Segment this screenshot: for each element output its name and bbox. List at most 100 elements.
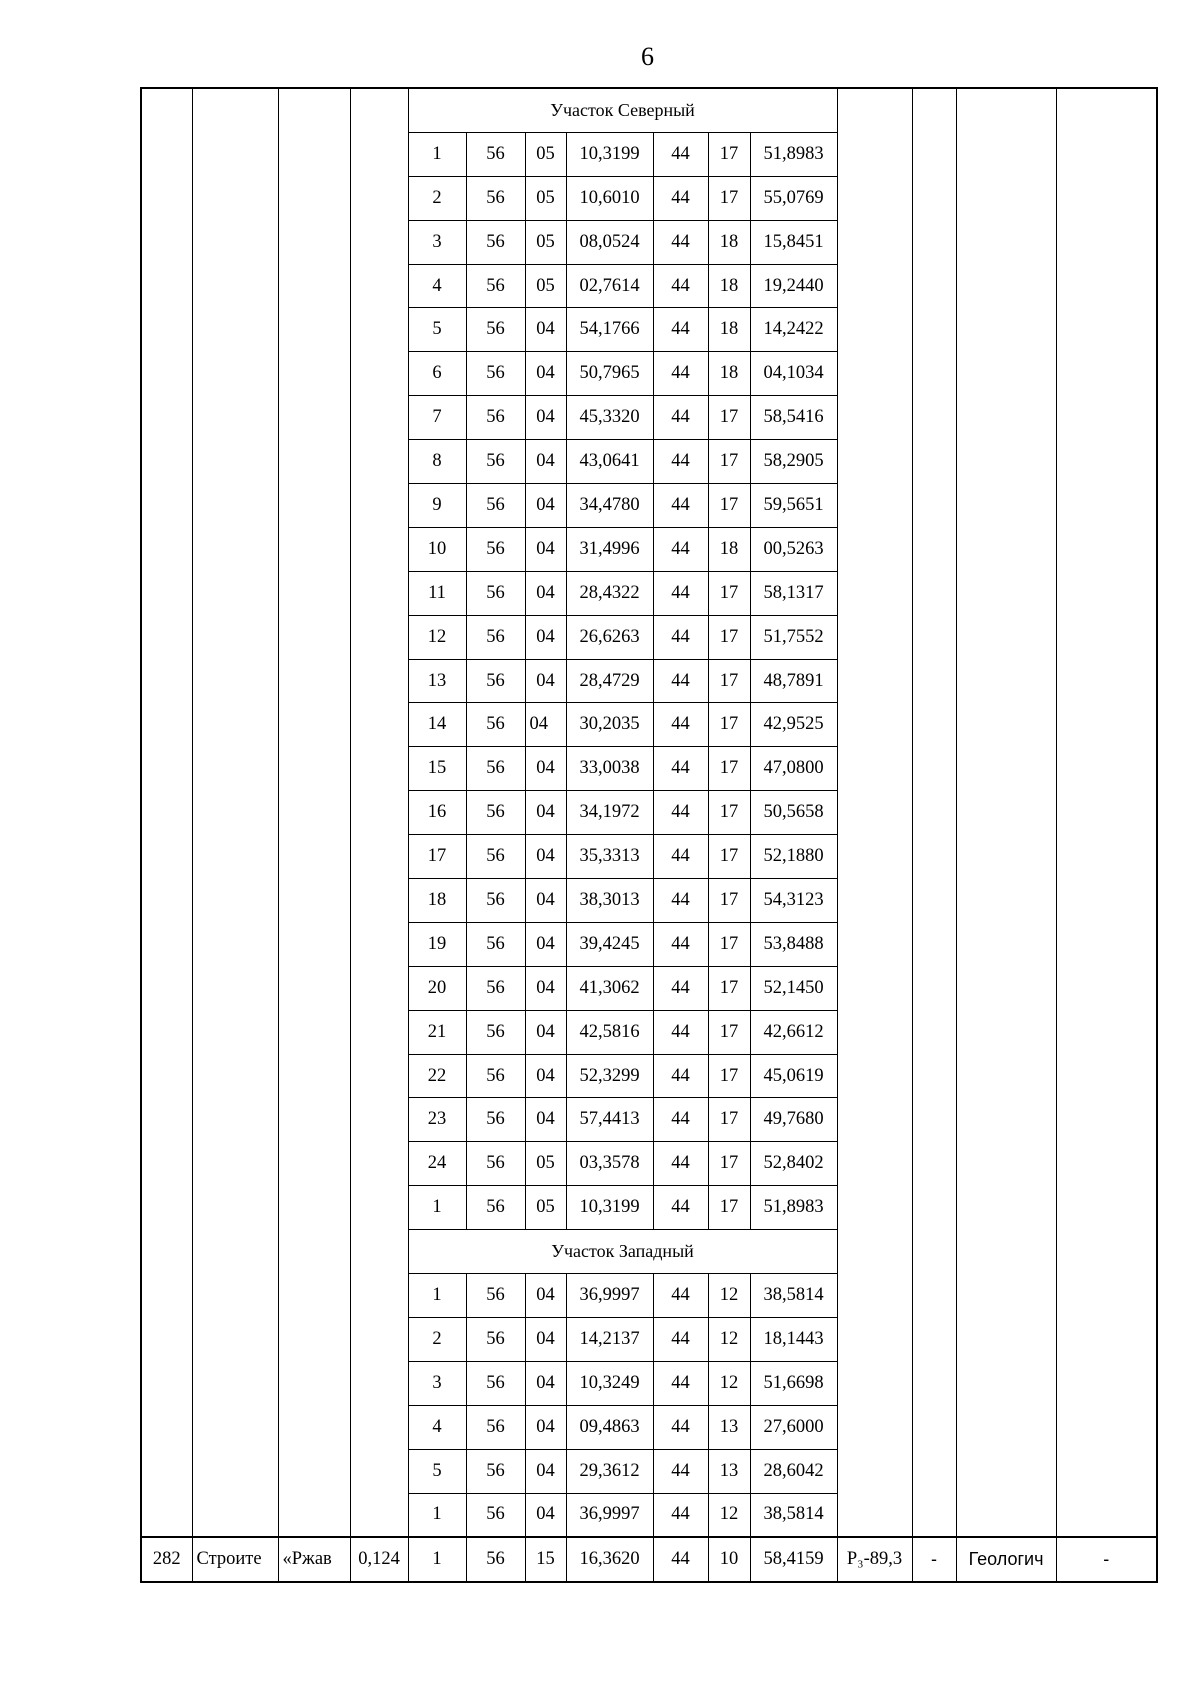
table-cell: 51,8983 bbox=[749, 131, 838, 177]
table-cell: 04 bbox=[524, 439, 567, 485]
table-row: 20 56 04 41,3062 44 17 52,1450 bbox=[141, 965, 1157, 1011]
table-cell: 15 bbox=[407, 746, 467, 792]
table-cell: 52,3299 bbox=[565, 1053, 654, 1099]
table-row: 6 56 04 50,7965 44 18 04,1034 bbox=[141, 351, 1157, 397]
table-cell: 56 bbox=[465, 658, 526, 704]
table-cell: 44 bbox=[652, 1141, 709, 1187]
table-cell: 27,6000 bbox=[749, 1404, 838, 1450]
table-cell: 56 bbox=[465, 175, 526, 221]
table-cell: 10,6010 bbox=[565, 175, 654, 221]
table-cell: 44 bbox=[652, 1404, 709, 1450]
table-cell: 12 bbox=[707, 1273, 751, 1318]
empty-cell bbox=[1055, 87, 1158, 1538]
table-cell: 44 bbox=[652, 175, 709, 221]
table-cell: 56 bbox=[465, 307, 526, 353]
table-cell: 10,3199 bbox=[565, 1185, 654, 1231]
table-cell: 14,2422 bbox=[749, 307, 838, 353]
empty-cell bbox=[955, 87, 1057, 1538]
table-cell: 56 bbox=[465, 1053, 526, 1099]
table-cell: 44 bbox=[652, 658, 709, 704]
section-title: Участок Северный bbox=[407, 87, 838, 133]
table-cell: 56 bbox=[465, 1448, 526, 1494]
table-cell: 18 bbox=[707, 307, 751, 353]
table-cell: 56 bbox=[465, 526, 526, 572]
table-cell: 58,2905 bbox=[749, 439, 838, 485]
table-cell: 44 bbox=[652, 1097, 709, 1143]
table-cell: «Ржав bbox=[277, 1536, 351, 1584]
table-cell: 44 bbox=[652, 439, 709, 485]
empty-cell bbox=[191, 87, 279, 1538]
empty-cell bbox=[911, 87, 957, 1538]
table-cell: 12 bbox=[707, 1360, 751, 1406]
table-cell: 53,8488 bbox=[749, 921, 838, 967]
table-cell: 50,7965 bbox=[565, 351, 654, 397]
table-cell: 17 bbox=[707, 131, 751, 177]
table-cell: 17 bbox=[707, 746, 751, 792]
table-cell: 17 bbox=[707, 1185, 751, 1231]
table-cell: 56 bbox=[465, 263, 526, 309]
table-cell: 44 bbox=[652, 878, 709, 923]
table-cell: 18 bbox=[707, 219, 751, 265]
table-cell: 04 bbox=[524, 1273, 567, 1318]
table-row: 8 56 04 43,0641 44 17 58,2905 bbox=[141, 439, 1157, 485]
table-cell: 16 bbox=[407, 790, 467, 836]
table-cell: 13 bbox=[407, 658, 467, 704]
table-cell: 44 bbox=[652, 614, 709, 660]
table-cell: 04 bbox=[524, 1492, 567, 1538]
table-row: 1 56 04 36,9997 44 12 38,5814 bbox=[141, 1492, 1157, 1538]
table-cell: 56 bbox=[465, 746, 526, 792]
table-cell: 36,9997 bbox=[565, 1492, 654, 1538]
table-cell: 10 bbox=[407, 526, 467, 572]
table-cell: 56 bbox=[465, 1185, 526, 1231]
table-cell: 44 bbox=[652, 263, 709, 309]
table-cell: 12 bbox=[407, 614, 467, 660]
table-row: 9 56 04 34,4780 44 17 59,5651 bbox=[141, 483, 1157, 528]
table-cell: 39,4245 bbox=[565, 921, 654, 967]
table-cell: 1 bbox=[407, 1492, 467, 1538]
table-cell: 1 bbox=[407, 1185, 467, 1231]
table-cell: 04,1034 bbox=[749, 351, 838, 397]
table-cell: 04 bbox=[524, 307, 567, 353]
table-cell: 47,0800 bbox=[749, 746, 838, 792]
table-cell: - bbox=[911, 1536, 957, 1584]
table-cell: 17 bbox=[707, 570, 751, 616]
table-row: 21 56 04 42,5816 44 17 42,6612 bbox=[141, 1009, 1157, 1055]
table-cell: 51,6698 bbox=[749, 1360, 838, 1406]
table-cell: Строите bbox=[191, 1536, 279, 1584]
table-cell: 14,2137 bbox=[565, 1316, 654, 1362]
table-cell: 00,5263 bbox=[749, 526, 838, 572]
table-cell: 51,7552 bbox=[749, 614, 838, 660]
table-cell: 44 bbox=[652, 395, 709, 441]
table-cell: 30,2035 bbox=[565, 702, 654, 748]
table-row: 22 56 04 52,3299 44 17 45,0619 bbox=[141, 1053, 1157, 1099]
table-cell: 3 bbox=[407, 1360, 467, 1406]
table-cell: 17 bbox=[407, 834, 467, 880]
table-cell: Геологич bbox=[955, 1536, 1057, 1584]
table-cell: 44 bbox=[652, 307, 709, 353]
page-number: 6 bbox=[641, 42, 654, 71]
table-cell: - bbox=[1055, 1536, 1158, 1584]
table-cell: 44 bbox=[652, 219, 709, 265]
empty-cell bbox=[349, 87, 409, 1538]
table-cell: 282 bbox=[140, 1536, 193, 1584]
table-row: 11 56 04 28,4322 44 17 58,1317 bbox=[141, 570, 1157, 616]
empty-cell bbox=[277, 87, 351, 1538]
table-row: 5 56 04 54,1766 44 18 14,2422 bbox=[141, 307, 1157, 353]
table-row: 18 56 04 38,3013 44 17 54,3123 bbox=[141, 878, 1157, 923]
table-cell: 18 bbox=[707, 351, 751, 397]
table-cell: 42,6612 bbox=[749, 1009, 838, 1055]
table-cell: 48,7891 bbox=[749, 658, 838, 704]
table-cell: 17 bbox=[707, 614, 751, 660]
table-cell: 56 bbox=[465, 921, 526, 967]
table-cell: 54,3123 bbox=[749, 878, 838, 923]
table-cell: 56 bbox=[465, 1536, 526, 1584]
table-cell: 56 bbox=[465, 1360, 526, 1406]
table-cell: 17 bbox=[707, 1053, 751, 1099]
table-cell: 13 bbox=[707, 1404, 751, 1450]
table-cell: 56 bbox=[465, 439, 526, 485]
table-cell: 17 bbox=[707, 439, 751, 485]
table-cell: 44 bbox=[652, 746, 709, 792]
table-cell: 05 bbox=[524, 1141, 567, 1187]
table-cell: 4 bbox=[407, 1404, 467, 1450]
table-cell: 42,5816 bbox=[565, 1009, 654, 1055]
